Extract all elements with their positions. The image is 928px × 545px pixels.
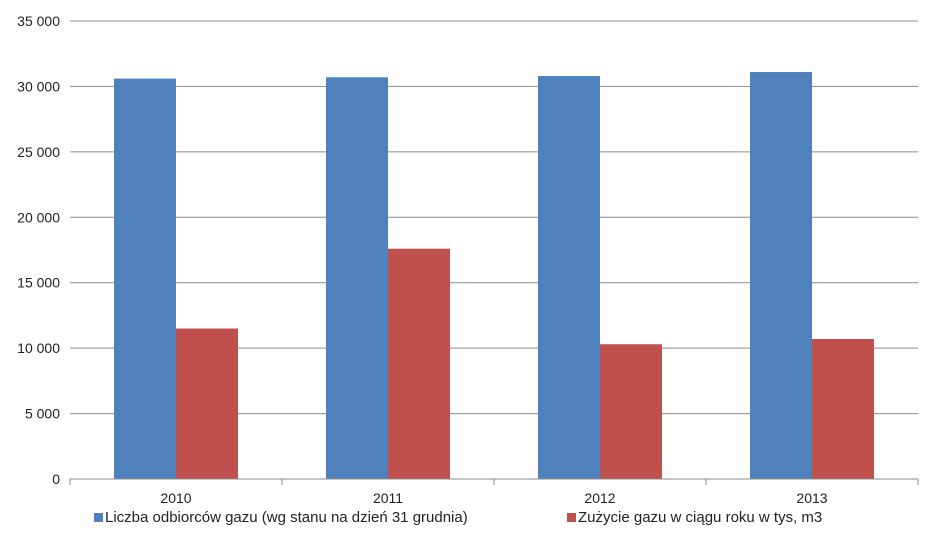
x-tick-label: 2012 <box>584 490 615 506</box>
bars <box>114 72 874 480</box>
y-tick-label: 30 000 <box>17 78 60 94</box>
bar-zuzycie-2013 <box>812 338 874 479</box>
y-tick-label: 25 000 <box>17 144 60 160</box>
legend: Liczba odbiorców gazu (wg stanu na dzień… <box>94 509 822 526</box>
y-tick-label: 35 000 <box>17 13 60 29</box>
bar-odbiorcy-2012 <box>538 75 600 480</box>
y-tick-label: 5 000 <box>25 406 60 422</box>
legend-label: Zużycie gazu w ciągu roku w tys, m3 <box>578 509 822 526</box>
y-tick-label: 20 000 <box>17 209 60 225</box>
bar-odbiorcy-2011 <box>326 77 388 480</box>
y-axis-ticks: 0 5 000 10 000 15 000 20 000 25 000 30 000 35 0… <box>17 13 60 487</box>
x-tick-label: 2013 <box>796 490 827 506</box>
bar-odbiorcy-2013 <box>750 72 812 479</box>
x-tick-label: 2010 <box>160 490 191 506</box>
y-tick-label: 15 000 <box>17 275 60 291</box>
y-tick-label: 10 000 <box>17 340 60 356</box>
bar-zuzycie-2010 <box>176 328 238 479</box>
bar-zuzycie-2012 <box>600 344 662 479</box>
legend-swatch <box>94 513 103 522</box>
x-axis-ticks: 2010 2011 2012 2013 <box>69 479 919 506</box>
y-tick-label: 0 <box>52 471 60 487</box>
legend-swatch <box>567 513 576 522</box>
x-tick-label: 2011 <box>373 490 403 506</box>
bar-zuzycie-2011 <box>388 248 450 479</box>
legend-label: Liczba odbiorców gazu (wg stanu na dzień… <box>105 509 468 526</box>
bar-odbiorcy-2010 <box>114 78 176 479</box>
